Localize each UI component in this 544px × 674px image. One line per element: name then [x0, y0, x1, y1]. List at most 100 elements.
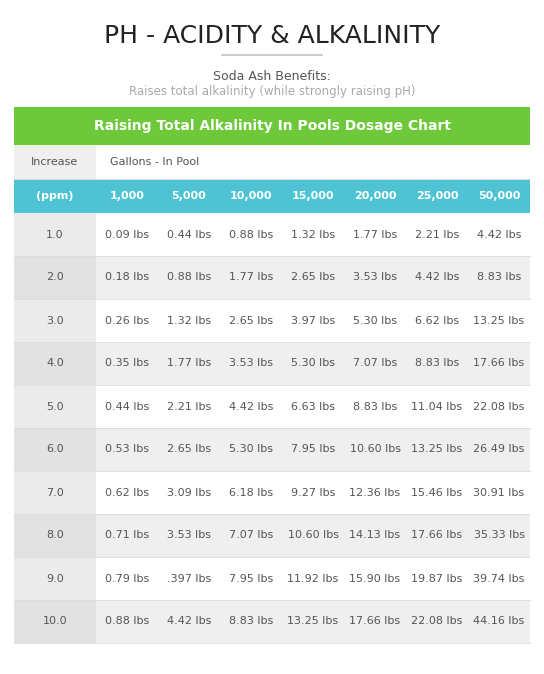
Text: 2.65 lbs: 2.65 lbs [291, 272, 335, 282]
Text: 17.66 lbs: 17.66 lbs [349, 617, 400, 627]
Text: 0.88 lbs: 0.88 lbs [229, 230, 273, 239]
Text: 1.32 lbs: 1.32 lbs [291, 230, 335, 239]
Text: 2.65 lbs: 2.65 lbs [229, 315, 273, 326]
Text: 19.87 lbs: 19.87 lbs [411, 574, 463, 584]
Text: 8.0: 8.0 [46, 530, 64, 541]
Bar [14, 600, 96, 643]
Text: 30.91 lbs: 30.91 lbs [473, 487, 524, 497]
Text: 6.0: 6.0 [46, 444, 64, 454]
Bar [14, 256, 96, 299]
Text: 5.30 lbs: 5.30 lbs [291, 359, 335, 369]
Text: Raises total alkalinity (while strongly raising pH): Raises total alkalinity (while strongly … [129, 86, 415, 98]
Text: 26.49 lbs: 26.49 lbs [473, 444, 524, 454]
Bar [14, 428, 530, 471]
Text: 3.53 lbs: 3.53 lbs [353, 272, 397, 282]
Text: 2.21 lbs: 2.21 lbs [415, 230, 459, 239]
Text: 0.35 lbs: 0.35 lbs [105, 359, 149, 369]
Bar [14, 145, 96, 179]
Text: 6.62 lbs: 6.62 lbs [415, 315, 459, 326]
Text: 8.83 lbs: 8.83 lbs [477, 272, 521, 282]
Text: 10,000: 10,000 [230, 191, 272, 201]
Bar [14, 471, 530, 514]
Bar [14, 385, 530, 428]
Text: 7.95 lbs: 7.95 lbs [229, 574, 273, 584]
Text: 17.66 lbs: 17.66 lbs [411, 530, 462, 541]
Bar [14, 471, 96, 514]
Bar [14, 342, 96, 385]
Text: 15.90 lbs: 15.90 lbs [349, 574, 400, 584]
Bar [14, 600, 530, 643]
Text: 10.60 lbs: 10.60 lbs [287, 530, 338, 541]
Text: 0.26 lbs: 0.26 lbs [105, 315, 149, 326]
Text: 9.27 lbs: 9.27 lbs [291, 487, 335, 497]
Bar [14, 514, 96, 557]
Bar [14, 145, 530, 179]
Text: 4.42 lbs: 4.42 lbs [167, 617, 211, 627]
Text: 6.18 lbs: 6.18 lbs [229, 487, 273, 497]
Bar [14, 299, 96, 342]
Text: 22.08 lbs: 22.08 lbs [411, 617, 463, 627]
Text: 8.83 lbs: 8.83 lbs [353, 402, 397, 412]
Text: 7.0: 7.0 [46, 487, 64, 497]
Text: 2.21 lbs: 2.21 lbs [167, 402, 211, 412]
Text: 8.83 lbs: 8.83 lbs [229, 617, 273, 627]
Text: 25,000: 25,000 [416, 191, 458, 201]
Bar [14, 342, 530, 385]
Text: 11.04 lbs: 11.04 lbs [411, 402, 462, 412]
Text: 44.16 lbs: 44.16 lbs [473, 617, 524, 627]
Text: 13.25 lbs: 13.25 lbs [473, 315, 524, 326]
Text: 1.77 lbs: 1.77 lbs [229, 272, 273, 282]
Text: 15,000: 15,000 [292, 191, 334, 201]
Text: Gallons - In Pool: Gallons - In Pool [110, 157, 199, 167]
Text: 4.42 lbs: 4.42 lbs [229, 402, 273, 412]
Text: 14.13 lbs: 14.13 lbs [349, 530, 400, 541]
Text: 12.36 lbs: 12.36 lbs [349, 487, 400, 497]
Text: 7.07 lbs: 7.07 lbs [229, 530, 273, 541]
Bar [14, 557, 530, 600]
Bar [14, 428, 96, 471]
Text: 10.0: 10.0 [42, 617, 67, 627]
Text: 4.42 lbs: 4.42 lbs [415, 272, 459, 282]
Text: 3.0: 3.0 [46, 315, 64, 326]
Text: Raising Total Alkalinity In Pools Dosage Chart: Raising Total Alkalinity In Pools Dosage… [94, 119, 450, 133]
Text: 50,000: 50,000 [478, 191, 520, 201]
Text: 8.83 lbs: 8.83 lbs [415, 359, 459, 369]
Text: 5,000: 5,000 [171, 191, 206, 201]
Text: 0.88 lbs: 0.88 lbs [105, 617, 149, 627]
Bar [14, 213, 530, 256]
Text: 39.74 lbs: 39.74 lbs [473, 574, 524, 584]
Text: 0.44 lbs: 0.44 lbs [167, 230, 211, 239]
Text: 1.77 lbs: 1.77 lbs [353, 230, 397, 239]
Text: 4.42 lbs: 4.42 lbs [477, 230, 521, 239]
Bar [14, 557, 96, 600]
Bar [14, 179, 530, 213]
Text: .397 lbs: .397 lbs [167, 574, 211, 584]
Text: 7.07 lbs: 7.07 lbs [353, 359, 397, 369]
Text: 22.08 lbs: 22.08 lbs [473, 402, 524, 412]
Text: 3.53 lbs: 3.53 lbs [229, 359, 273, 369]
Text: 20,000: 20,000 [354, 191, 396, 201]
Text: 13.25 lbs: 13.25 lbs [411, 444, 462, 454]
Bar [14, 514, 530, 557]
Text: 2.65 lbs: 2.65 lbs [167, 444, 211, 454]
Bar [14, 385, 96, 428]
Text: 0.71 lbs: 0.71 lbs [105, 530, 149, 541]
Text: 4.0: 4.0 [46, 359, 64, 369]
Text: 3.97 lbs: 3.97 lbs [291, 315, 335, 326]
Text: 0.62 lbs: 0.62 lbs [105, 487, 149, 497]
Text: 1.0: 1.0 [46, 230, 64, 239]
Text: 3.53 lbs: 3.53 lbs [167, 530, 211, 541]
Text: 11.92 lbs: 11.92 lbs [287, 574, 338, 584]
Text: 5.30 lbs: 5.30 lbs [229, 444, 273, 454]
Text: PH - ACIDITY & ALKALINITY: PH - ACIDITY & ALKALINITY [104, 24, 440, 48]
Text: 9.0: 9.0 [46, 574, 64, 584]
Bar [14, 256, 530, 299]
Text: 0.79 lbs: 0.79 lbs [105, 574, 149, 584]
Text: 0.09 lbs: 0.09 lbs [105, 230, 149, 239]
Text: 5.30 lbs: 5.30 lbs [353, 315, 397, 326]
Text: 15.46 lbs: 15.46 lbs [411, 487, 462, 497]
Text: 35.33 lbs: 35.33 lbs [473, 530, 524, 541]
Text: 5.0: 5.0 [46, 402, 64, 412]
Text: 1.77 lbs: 1.77 lbs [167, 359, 211, 369]
Text: 7.95 lbs: 7.95 lbs [291, 444, 335, 454]
